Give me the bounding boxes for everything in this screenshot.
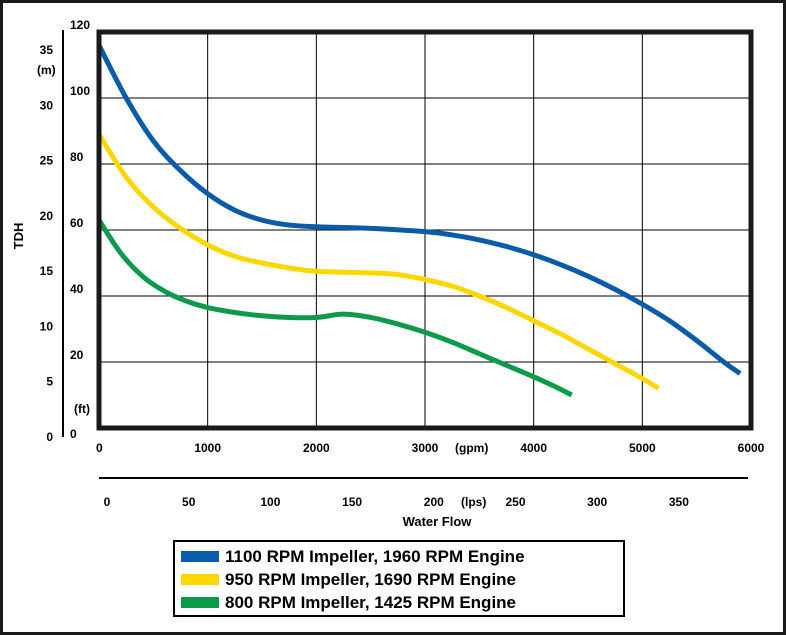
lps-tick-label: 250 (505, 495, 525, 509)
x-units-secondary: (lps) (461, 495, 486, 509)
series-line-0 (96, 44, 742, 376)
m-tick-label: 5 (46, 375, 53, 389)
lps-tick-label: 350 (669, 495, 689, 509)
x-axis-title: Water Flow (403, 514, 473, 529)
y-tick-label: 40 (70, 282, 84, 296)
x-tick-label: 1000 (194, 441, 221, 455)
lps-tick-label: 150 (342, 495, 362, 509)
y-tick-label: 0 (70, 427, 77, 441)
y-units-secondary: (m) (37, 63, 56, 77)
series-line-2 (96, 218, 573, 398)
m-tick-label: 35 (40, 43, 54, 57)
x-tick-label: 4000 (520, 441, 547, 455)
y-tick-label: 120 (70, 18, 90, 32)
m-tick-label: 15 (40, 264, 54, 278)
lps-tick-label: 100 (260, 495, 280, 509)
legend-item: 950 RPM Impeller, 1690 RPM Engine (181, 568, 623, 591)
lps-tick-label: 50 (182, 495, 196, 509)
x-tick-label: 3000 (412, 441, 439, 455)
y-ticks-ft: 0 20 40 60 80 100 120 (70, 18, 90, 441)
y-ticks-m: 0 5 10 15 20 25 30 35 (40, 43, 54, 444)
m-tick-label: 25 (40, 154, 54, 168)
x-tick-label: 6000 (738, 441, 765, 455)
series-line-1 (96, 132, 660, 391)
legend-label: 950 RPM Impeller, 1690 RPM Engine (225, 569, 517, 589)
plot-border (96, 29, 754, 431)
legend: 1100 RPM Impeller, 1960 RPM Engine 950 R… (173, 540, 625, 617)
x-tick-label: 0 (96, 441, 103, 455)
y-tick-label: 80 (70, 150, 84, 164)
series-layer (96, 44, 742, 398)
x-units-primary: (gpm) (455, 441, 488, 455)
y-tick-label: 20 (70, 348, 84, 362)
legend-swatch (181, 551, 219, 562)
m-tick-label: 0 (46, 430, 53, 444)
legend-swatch (181, 574, 219, 585)
x-tick-label: 5000 (629, 441, 656, 455)
legend-item: 1100 RPM Impeller, 1960 RPM Engine (181, 545, 623, 568)
m-tick-label: 10 (40, 319, 54, 333)
y-units-primary: (ft) (74, 402, 90, 416)
x-ticks-gpm: 0 1000 2000 3000 4000 5000 6000 (96, 441, 765, 455)
legend-label: 800 RPM Impeller, 1425 RPM Engine (225, 592, 517, 612)
m-tick-label: 30 (40, 98, 54, 112)
m-tick-label: 20 (40, 209, 54, 223)
x-ticks-lps: 0 50 100 150 200 250 300 350 (104, 495, 690, 509)
x-tick-label: 2000 (303, 441, 330, 455)
y-axis-title: TDH (11, 223, 26, 250)
lps-tick-label: 0 (104, 495, 111, 509)
legend-item: 800 RPM Impeller, 1425 RPM Engine (181, 591, 623, 614)
legend-label: 1100 RPM Impeller, 1960 RPM Engine (225, 546, 525, 566)
legend-swatch (181, 597, 219, 608)
y-tick-label: 100 (70, 84, 90, 98)
lps-tick-label: 300 (587, 495, 607, 509)
lps-tick-label: 200 (424, 495, 444, 509)
y-tick-label: 60 (70, 216, 84, 230)
